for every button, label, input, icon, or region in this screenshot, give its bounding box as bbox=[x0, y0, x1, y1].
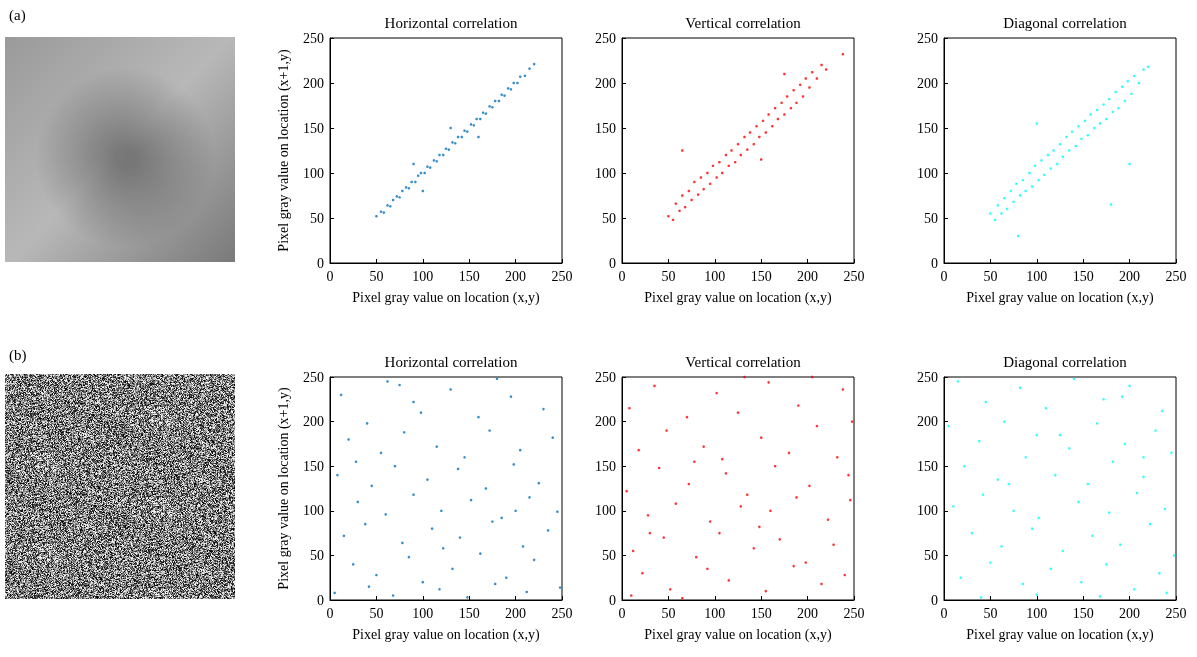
svg-text:100: 100 bbox=[917, 166, 938, 181]
svg-text:100: 100 bbox=[303, 166, 324, 181]
svg-text:50: 50 bbox=[983, 269, 997, 284]
svg-text:200: 200 bbox=[595, 76, 616, 91]
svg-text:200: 200 bbox=[505, 269, 526, 284]
svg-text:100: 100 bbox=[1026, 606, 1047, 621]
svg-text:250: 250 bbox=[917, 370, 938, 385]
svg-text:50: 50 bbox=[310, 211, 324, 226]
svg-text:200: 200 bbox=[917, 76, 938, 91]
svg-text:0: 0 bbox=[941, 606, 948, 621]
svg-text:250: 250 bbox=[1166, 269, 1187, 284]
svg-text:150: 150 bbox=[751, 269, 772, 284]
svg-text:0: 0 bbox=[931, 256, 938, 271]
svg-text:Pixel gray value on location (: Pixel gray value on location (x,y) bbox=[644, 290, 832, 306]
svg-text:(b): (b) bbox=[9, 347, 27, 364]
svg-text:150: 150 bbox=[1073, 606, 1094, 621]
svg-text:250: 250 bbox=[1166, 606, 1187, 621]
svg-text:0: 0 bbox=[327, 606, 334, 621]
svg-text:50: 50 bbox=[924, 548, 938, 563]
svg-text:100: 100 bbox=[917, 503, 938, 518]
svg-text:100: 100 bbox=[595, 503, 616, 518]
svg-text:Vertical correlation: Vertical correlation bbox=[685, 15, 801, 31]
svg-text:150: 150 bbox=[595, 121, 616, 136]
svg-text:150: 150 bbox=[459, 269, 480, 284]
svg-text:150: 150 bbox=[1073, 269, 1094, 284]
svg-text:Horizontal correlation: Horizontal correlation bbox=[385, 15, 518, 31]
svg-text:0: 0 bbox=[609, 593, 616, 608]
svg-text:200: 200 bbox=[303, 414, 324, 429]
svg-text:0: 0 bbox=[317, 593, 324, 608]
svg-text:Pixel gray value on location (: Pixel gray value on location (x,y) bbox=[966, 627, 1154, 643]
svg-text:200: 200 bbox=[797, 269, 818, 284]
svg-text:200: 200 bbox=[917, 414, 938, 429]
svg-text:50: 50 bbox=[983, 606, 997, 621]
svg-text:100: 100 bbox=[704, 606, 725, 621]
svg-text:150: 150 bbox=[595, 459, 616, 474]
svg-text:250: 250 bbox=[595, 31, 616, 46]
svg-text:150: 150 bbox=[751, 606, 772, 621]
svg-text:Pixel gray value on location (: Pixel gray value on location (x+1,y) bbox=[276, 49, 292, 252]
svg-text:0: 0 bbox=[619, 606, 626, 621]
svg-text:150: 150 bbox=[303, 459, 324, 474]
svg-text:150: 150 bbox=[917, 121, 938, 136]
svg-text:250: 250 bbox=[552, 269, 573, 284]
svg-text:50: 50 bbox=[661, 606, 675, 621]
svg-text:(a): (a) bbox=[9, 7, 26, 24]
svg-text:50: 50 bbox=[310, 548, 324, 563]
svg-text:50: 50 bbox=[924, 211, 938, 226]
svg-text:0: 0 bbox=[931, 593, 938, 608]
svg-text:150: 150 bbox=[459, 606, 480, 621]
svg-text:200: 200 bbox=[505, 606, 526, 621]
svg-text:100: 100 bbox=[412, 606, 433, 621]
svg-text:150: 150 bbox=[917, 459, 938, 474]
svg-text:200: 200 bbox=[797, 606, 818, 621]
svg-text:200: 200 bbox=[303, 76, 324, 91]
svg-text:200: 200 bbox=[595, 414, 616, 429]
svg-text:150: 150 bbox=[303, 121, 324, 136]
svg-text:250: 250 bbox=[303, 31, 324, 46]
svg-text:0: 0 bbox=[609, 256, 616, 271]
svg-text:0: 0 bbox=[317, 256, 324, 271]
svg-text:100: 100 bbox=[1026, 269, 1047, 284]
svg-text:50: 50 bbox=[369, 269, 383, 284]
svg-text:50: 50 bbox=[602, 548, 616, 563]
svg-text:250: 250 bbox=[595, 370, 616, 385]
svg-text:Pixel gray value on location (: Pixel gray value on location (x,y) bbox=[966, 290, 1154, 306]
svg-text:250: 250 bbox=[844, 606, 865, 621]
svg-text:Diagonal correlation: Diagonal correlation bbox=[1003, 15, 1127, 31]
svg-text:250: 250 bbox=[303, 370, 324, 385]
svg-text:Pixel gray value on location (: Pixel gray value on location (x,y) bbox=[352, 290, 540, 306]
svg-text:250: 250 bbox=[552, 606, 573, 621]
svg-text:50: 50 bbox=[661, 269, 675, 284]
svg-text:200: 200 bbox=[1119, 606, 1140, 621]
svg-text:Diagonal correlation: Diagonal correlation bbox=[1003, 354, 1127, 370]
svg-text:0: 0 bbox=[619, 269, 626, 284]
svg-text:0: 0 bbox=[941, 269, 948, 284]
svg-text:250: 250 bbox=[844, 269, 865, 284]
svg-text:Pixel gray value on location (: Pixel gray value on location (x,y) bbox=[352, 627, 540, 643]
svg-text:Pixel gray value on location (: Pixel gray value on location (x,y) bbox=[644, 627, 832, 643]
svg-text:200: 200 bbox=[1119, 269, 1140, 284]
svg-text:50: 50 bbox=[602, 211, 616, 226]
svg-text:250: 250 bbox=[917, 31, 938, 46]
svg-text:100: 100 bbox=[303, 503, 324, 518]
svg-text:0: 0 bbox=[327, 269, 334, 284]
svg-text:Horizontal correlation: Horizontal correlation bbox=[385, 354, 518, 370]
svg-text:Pixel gray value on location (: Pixel gray value on location (x+1,y) bbox=[276, 387, 292, 590]
svg-text:100: 100 bbox=[595, 166, 616, 181]
svg-text:100: 100 bbox=[704, 269, 725, 284]
svg-text:50: 50 bbox=[369, 606, 383, 621]
svg-text:100: 100 bbox=[412, 269, 433, 284]
svg-text:Vertical correlation: Vertical correlation bbox=[685, 354, 801, 370]
